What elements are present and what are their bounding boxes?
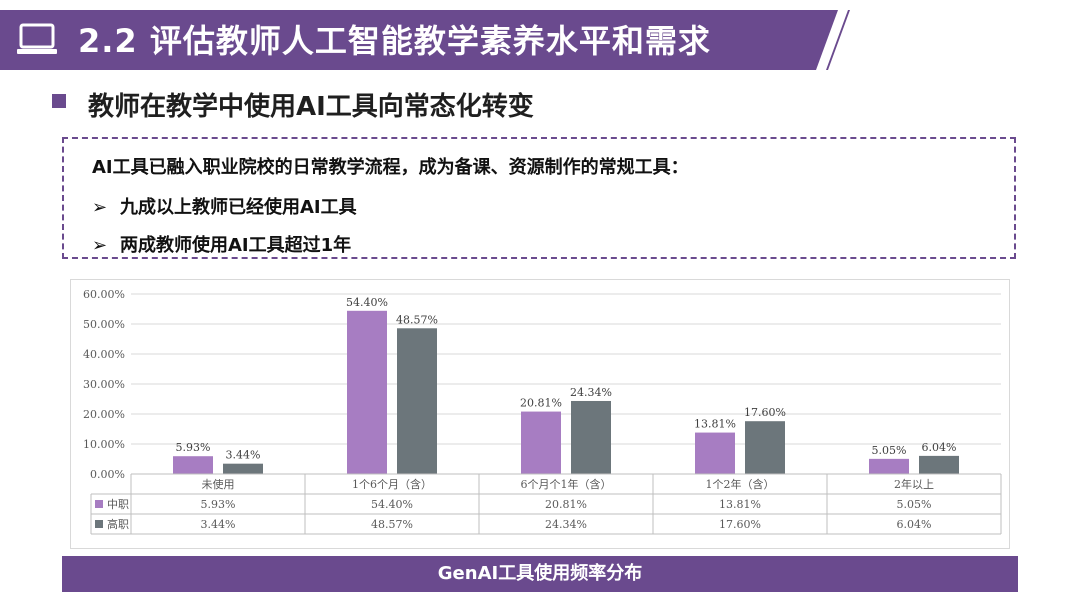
summary-bullet: ➢ 九成以上教师已经使用AI工具	[92, 193, 357, 219]
data-label: 5.05%	[872, 444, 907, 457]
data-label: 13.81%	[694, 418, 736, 431]
y-tick-label: 50.00%	[83, 318, 125, 331]
bar	[521, 411, 561, 474]
section-subtitle: 教师在教学中使用AI工具向常态化转变	[88, 92, 534, 122]
data-label: 6.04%	[922, 441, 957, 454]
bar-chart: 0.00% 10.00% 20.00% 30.00% 40.00% 50.00% 60.00…	[70, 279, 1010, 549]
table-cell: 13.81%	[719, 498, 761, 511]
table-cell: 54.40%	[371, 498, 413, 511]
bar	[869, 458, 909, 474]
summary-box: AI工具已融入职业院校的日常教学流程，成为备课、资源制作的常规工具： ➢ 九成以上…	[62, 137, 1016, 259]
bar	[571, 400, 611, 474]
y-tick-label: 10.00%	[83, 438, 125, 451]
table-cell: 20.81%	[545, 498, 587, 511]
data-label: 48.57%	[396, 313, 438, 326]
data-label: 17.60%	[744, 406, 786, 419]
header-background	[0, 10, 850, 70]
table-cell: 24.34%	[545, 518, 587, 531]
chart-caption: GenAI工具使用频率分布	[62, 556, 1018, 592]
summary-bullet: ➢ 两成教师使用AI工具超过1年	[92, 231, 351, 257]
data-label: 54.40%	[346, 296, 388, 309]
table-cell: 5.05%	[897, 498, 932, 511]
legend-label: 高职	[107, 517, 129, 531]
summary-intro: AI工具已融入职业院校的日常教学流程，成为备课、资源制作的常规工具：	[92, 157, 689, 178]
legend-swatch	[95, 500, 103, 508]
x-category-label: 1个6个月（含）	[352, 477, 432, 491]
square-bullet-icon	[52, 94, 66, 108]
bar	[745, 421, 785, 474]
summary-bullet-text: 九成以上教师已经使用AI工具	[120, 197, 357, 218]
bar	[173, 456, 213, 474]
arrow-bullet-icon: ➢	[92, 235, 108, 256]
header-banner: 2.2 评估教师人工智能教学素养水平和需求	[0, 0, 1080, 78]
data-label: 5.93%	[176, 441, 211, 454]
x-category-label: 6个月个1年（含）	[521, 477, 612, 491]
x-category-label: 未使用	[202, 478, 235, 491]
y-tick-label: 20.00%	[83, 408, 125, 421]
arrow-bullet-icon: ➢	[92, 197, 108, 218]
chart-canvas: 0.00% 10.00% 20.00% 30.00% 40.00% 50.00% 60.00…	[83, 288, 1002, 535]
table-cell: 48.57%	[371, 518, 413, 531]
bar	[695, 432, 735, 474]
legend-swatch	[95, 520, 103, 528]
legend-label: 中职	[107, 498, 129, 511]
page-title: 2.2 评估教师人工智能教学素养水平和需求	[78, 22, 711, 60]
bar	[223, 463, 263, 474]
data-label: 20.81%	[520, 397, 562, 410]
bar	[919, 455, 959, 474]
table-cell: 3.44%	[201, 518, 236, 531]
table-cell: 5.93%	[201, 498, 236, 511]
summary-bullet-text: 两成教师使用AI工具超过1年	[120, 235, 352, 256]
y-tick-label: 0.00%	[90, 468, 125, 481]
x-category-label: 2年以上	[894, 477, 934, 491]
bar	[397, 328, 437, 474]
y-tick-label: 60.00%	[83, 288, 125, 301]
y-tick-label: 40.00%	[83, 348, 125, 361]
bar	[347, 310, 387, 474]
data-label: 3.44%	[226, 449, 261, 462]
table-cell: 6.04%	[897, 518, 932, 531]
data-label: 24.34%	[570, 386, 612, 399]
x-category-label: 1个2年（含）	[706, 477, 775, 491]
table-cell: 17.60%	[719, 518, 761, 531]
y-tick-label: 30.00%	[83, 378, 125, 391]
